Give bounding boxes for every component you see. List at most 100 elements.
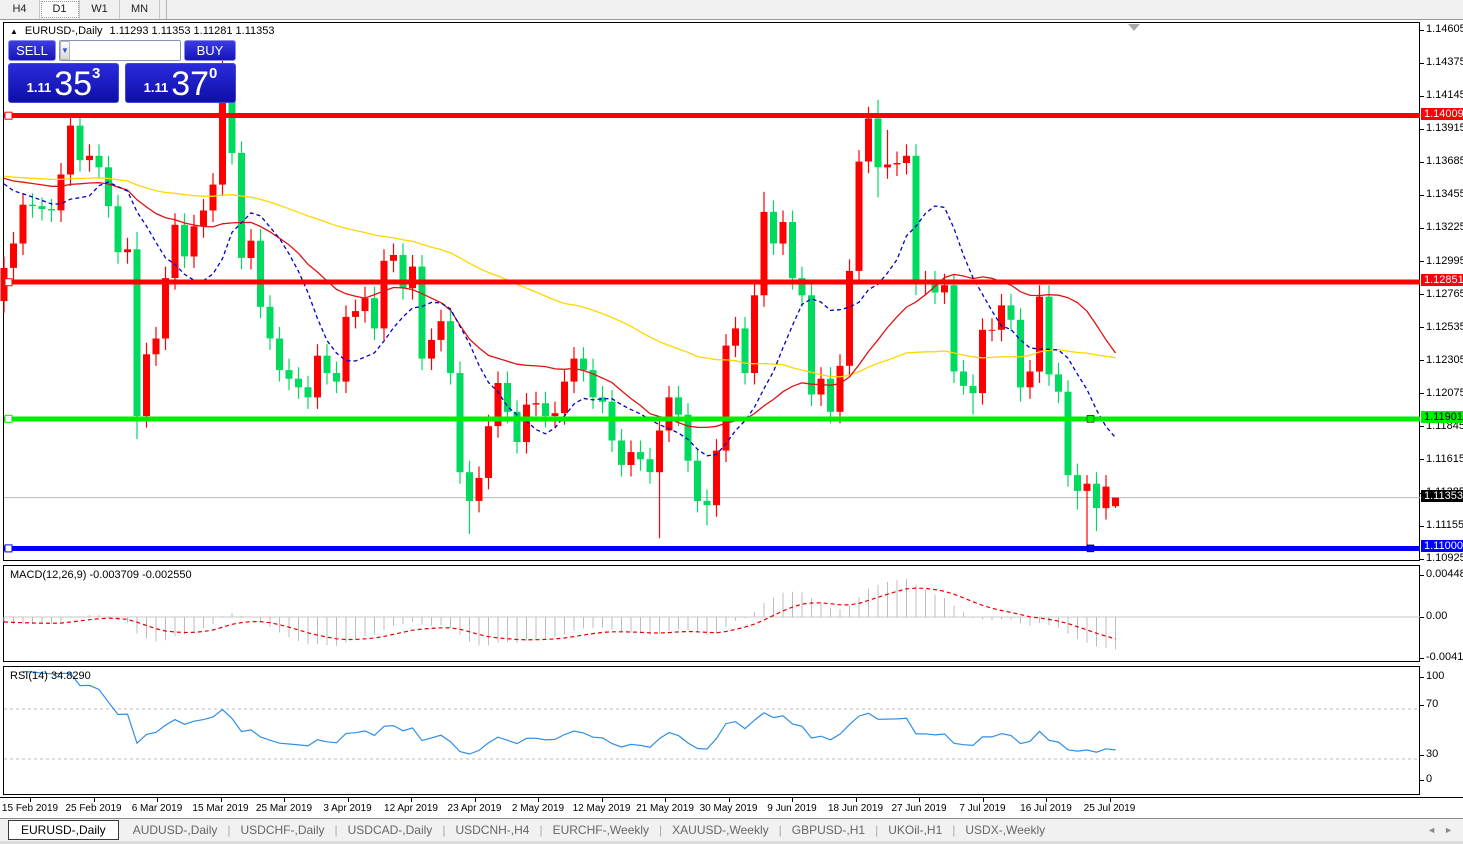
tab-separator: | — [875, 823, 879, 837]
date-axis-label: 3 Apr 2019 — [323, 803, 372, 814]
macd-pane-border — [3, 565, 1420, 662]
date-axis-label: 25 Jul 2019 — [1083, 803, 1136, 814]
date-axis-label: 7 Jul 2019 — [959, 803, 1006, 814]
date-axis-label: 12 May 2019 — [572, 803, 631, 814]
hline-left-handle — [4, 414, 13, 423]
date-axis-tick — [919, 798, 920, 802]
price-axis-label: 1.11155 — [1426, 519, 1463, 532]
symbol-title: EURUSD-,Daily — [24, 25, 103, 37]
buy-price-panel[interactable]: 1.11 37 0 — [125, 63, 236, 103]
tab-gbpusd-h1[interactable]: GBPUSD-,H1 — [791, 823, 866, 837]
date-axis-tick — [474, 798, 476, 802]
date-axis-tick — [1109, 798, 1111, 802]
sell-price-big: 35 — [54, 65, 93, 103]
current-price-badge: 1.11353 — [1421, 489, 1463, 502]
buy-button[interactable]: BUY — [184, 40, 236, 61]
hline-price-badge: 1.11000 — [1421, 540, 1463, 553]
symbol-header: ▲ EURUSD-,Daily 1.11293 1.11353 1.11281 … — [10, 25, 275, 37]
date-axis-tick — [538, 798, 539, 802]
price-axis-label: 1.12305 — [1426, 353, 1463, 366]
tab-separator: | — [659, 823, 663, 837]
sell-price-pip: 3 — [92, 65, 101, 82]
tab-usdcad-daily[interactable]: USDCAD-,Daily — [347, 823, 433, 837]
tab-separator: | — [442, 823, 446, 837]
tab-eurchf-weekly[interactable]: EURCHF-,Weekly — [552, 823, 650, 837]
rsi-axis-tick — [1420, 704, 1424, 706]
macd-signal-line — [3, 587, 1116, 641]
date-axis-tick — [157, 798, 158, 802]
date-axis-label: 21 May 2019 — [636, 803, 694, 814]
volume-input[interactable] — [69, 41, 180, 60]
tab-eurusd-daily[interactable]: EURUSD-,Daily — [8, 820, 119, 840]
rsi-axis-label: 30 — [1426, 748, 1439, 760]
tab-separator: | — [539, 823, 543, 837]
tab-usdcnh-h4[interactable]: USDCNH-,H4 — [455, 823, 530, 837]
sell-button[interactable]: SELL — [8, 40, 56, 61]
price-axis-tick — [1420, 525, 1424, 527]
date-axis-tick — [347, 798, 349, 802]
ma-line-60 — [3, 175, 1116, 378]
hline-price-badge: 1.14009 — [1421, 107, 1463, 120]
sell-price-prefix: 1.11 — [26, 80, 52, 95]
date-axis-label: 25 Mar 2019 — [255, 803, 313, 814]
price-axis-label: 1.11615 — [1426, 452, 1463, 465]
date-axis-tick — [284, 798, 285, 802]
price-axis-tick — [1420, 327, 1424, 329]
candles — [0, 48, 1119, 547]
tab-scroll-right-icon[interactable]: ► — [1444, 825, 1453, 835]
tab-xauusd-weekly[interactable]: XAUUSD-,Weekly — [672, 823, 769, 837]
toolbar-divider — [166, 0, 167, 19]
price-axis-tick — [1420, 393, 1424, 395]
rsi-pane[interactable] — [0, 666, 1421, 795]
price-axis-label: 1.11845 — [1426, 419, 1463, 432]
tab-audusd-daily[interactable]: AUDUSD-,Daily — [132, 823, 218, 837]
hline-left-handle — [4, 544, 13, 553]
price-axis-label: 1.10925 — [1426, 552, 1463, 565]
tab-scroll-left-icon[interactable]: ◄ — [1427, 825, 1437, 835]
macd-axis-tick — [1420, 657, 1424, 659]
macd-pane[interactable] — [0, 565, 1421, 662]
macd-axis-label: 0.00 — [1426, 610, 1448, 622]
rsi-pane-border — [3, 666, 1420, 795]
price-axis-tick — [1420, 227, 1424, 229]
date-axis-tick — [792, 798, 793, 802]
date-axis-label: 6 Mar 2019 — [131, 803, 183, 814]
price-axis-tick — [1420, 261, 1424, 263]
date-axis-label: 12 Apr 2019 — [384, 803, 438, 814]
date-axis[interactable]: 15 Feb 2019 25 Feb 2019 6 Mar 2019 15 Mar 2… — [0, 797, 1463, 819]
collapse-trade-panel-icon[interactable]: ▲ — [10, 26, 18, 36]
tab-separator: | — [334, 823, 338, 837]
date-axis-tick — [220, 798, 222, 802]
price-axis-label: 1.13685 — [1426, 155, 1463, 168]
timeframe-button-mn[interactable]: MN — [120, 0, 160, 19]
ma-line-10 — [3, 181, 1116, 457]
rsi-line — [22, 670, 1116, 755]
price-axis[interactable]: 1.14605 1.14375 1.14145 1.13915 1.13685 1.134… — [1420, 0, 1463, 820]
date-axis-tick — [982, 798, 984, 802]
timeframe-button-h4[interactable]: H4 — [0, 0, 40, 19]
price-axis-label: 1.12075 — [1426, 386, 1463, 399]
date-axis-tick — [728, 798, 730, 802]
volume-decrease-icon[interactable]: ▼ — [60, 41, 70, 60]
timeframe-button-d1[interactable]: D1 — [40, 0, 80, 19]
price-axis-tick — [1420, 194, 1424, 196]
date-axis-tick — [665, 798, 666, 802]
price-axis-label: 1.14605 — [1426, 23, 1463, 35]
date-axis-tick — [601, 798, 603, 802]
buy-price-big: 37 — [171, 65, 210, 103]
price-axis-tick — [1420, 426, 1424, 428]
tab-usdx-weekly[interactable]: USDX-,Weekly — [965, 823, 1046, 837]
chart-tab-bar: EURUSD-,Daily AUDUSD-,Daily | USDCHF-,Daily… — [0, 818, 1463, 844]
timeframe-buttons: H4 D1 W1 MN — [0, 0, 160, 19]
price-axis-tick — [1420, 128, 1424, 130]
date-axis-tick — [411, 798, 412, 802]
timeframe-toolbar: H4 D1 W1 MN — [0, 0, 1463, 20]
tab-separator: | — [227, 823, 231, 837]
date-axis-tick — [855, 798, 857, 802]
sell-price-panel[interactable]: 1.11 35 3 — [8, 63, 119, 103]
tab-usdchf-daily[interactable]: USDCHF-,Daily — [240, 823, 325, 837]
main-chart-pane[interactable] — [0, 22, 1421, 561]
timeframe-button-w1[interactable]: W1 — [80, 0, 120, 19]
tab-ukoil-h1[interactable]: UKOil-,H1 — [888, 823, 943, 837]
price-axis-label: 1.12765 — [1426, 287, 1463, 300]
